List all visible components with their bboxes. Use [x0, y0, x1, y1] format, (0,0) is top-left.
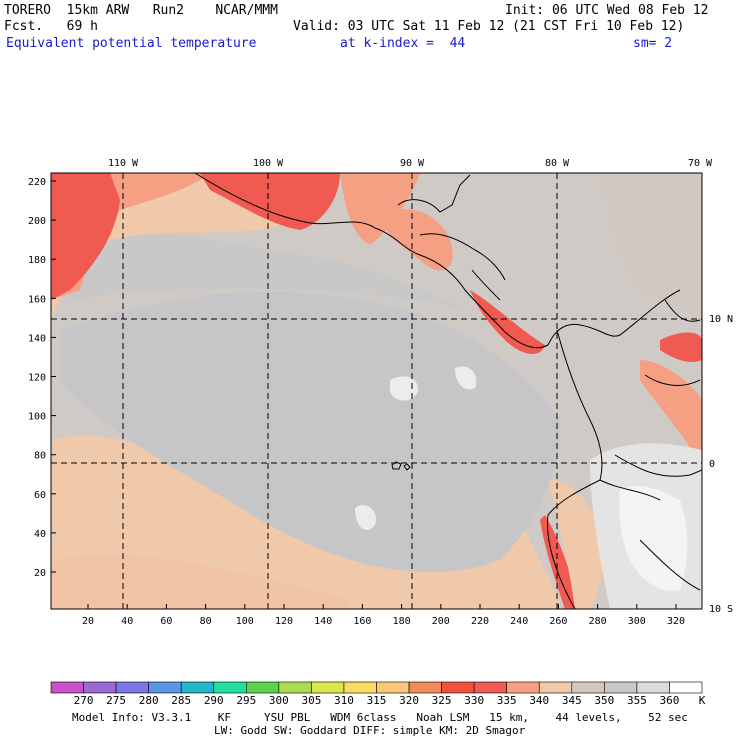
x-tick-label: 180: [393, 616, 411, 627]
colorbar-label: 305: [301, 694, 322, 707]
x-tick-label: 200: [432, 616, 450, 627]
x-tick-label: 20: [82, 616, 94, 627]
colorbar-label: 275: [106, 694, 127, 707]
colorbar-swatch: [246, 681, 280, 694]
colorbar-swatch: [408, 681, 442, 694]
colorbar-label: 295: [236, 694, 257, 707]
colorbar-label: 310: [334, 694, 354, 707]
init-time: Init: 06 UTC Wed 08 Feb 12: [505, 3, 709, 18]
y-tick-label: 60: [34, 490, 46, 501]
x-tick-label: 280: [589, 616, 607, 627]
colorbar-swatch: [148, 681, 182, 694]
colorbar-swatch: [180, 681, 215, 694]
colorbar-swatch: [604, 681, 638, 694]
colorbar-label: 285: [171, 694, 192, 707]
x-tick-label: 120: [275, 616, 293, 627]
y-tick-label: 180: [28, 255, 46, 266]
colorbar-swatch: [473, 681, 507, 694]
field-name: Equivalent potential temperature: [6, 36, 257, 51]
physics-info: LW: Godd SW: Goddard DIFF: simple KM: 2D…: [214, 724, 526, 737]
colorbar-swatch: [506, 681, 540, 694]
x-tick-label: 80: [200, 616, 212, 627]
colorbar-unit: K: [698, 694, 706, 707]
lat-label: 10 N: [709, 314, 733, 325]
y-tick-label: 80: [34, 451, 46, 462]
colorbar-swatch: [83, 681, 117, 694]
colorbar-swatch: [311, 681, 345, 694]
colorbar-label: 315: [366, 694, 387, 707]
x-tick-label: 100: [236, 616, 254, 627]
x-tick-label: 240: [510, 616, 528, 627]
y-tick-label: 140: [28, 333, 46, 344]
x-tick-label: 220: [471, 616, 489, 627]
graticule: [51, 173, 702, 609]
lat-label: 10 S: [709, 604, 733, 615]
y-tick-label: 160: [28, 294, 46, 305]
colorbar-label: 270: [73, 694, 94, 707]
colorbar-label: 320: [399, 694, 419, 707]
theta-e-field: [51, 173, 702, 609]
colorbar-label: 330: [464, 694, 485, 707]
plot-frame: [50, 172, 703, 610]
colorbar-swatch: [115, 681, 149, 694]
x-tick-label: 260: [549, 616, 567, 627]
y-tick-label: 220: [28, 177, 46, 188]
colorbar-label: 355: [626, 694, 647, 707]
valid-time: Valid: 03 UTC Sat 11 Feb 12 (21 CST Fri …: [293, 19, 685, 34]
x-tick-label: 40: [121, 616, 133, 627]
colorbar-swatch: [213, 681, 247, 694]
level-label: at k-index = 44: [340, 36, 466, 51]
x-tick-label: 60: [160, 616, 172, 627]
lon-label: 80 W: [545, 158, 570, 169]
x-tick-label: 140: [314, 616, 332, 627]
x-tick-label: 300: [628, 616, 646, 627]
y-tick-label: 100: [28, 412, 46, 423]
colorbar-label: 325: [431, 694, 452, 707]
coastlines: [194, 173, 702, 609]
model-title: TORERO 15km ARW Run2 NCAR/MMM: [4, 3, 278, 18]
colorbar-swatch: [50, 681, 84, 694]
colorbar-label: 360: [659, 694, 680, 707]
colorbar-label: 300: [268, 694, 289, 707]
lon-label: 70 W: [688, 158, 713, 169]
colorbar-label: 340: [529, 694, 550, 707]
forecast-hour: Fcst. 69 h: [4, 19, 98, 34]
smoothing-label: sm= 2: [633, 36, 673, 51]
colorbar-swatch: [343, 681, 377, 694]
colorbar-label: 335: [496, 694, 517, 707]
lon-label: 110 W: [108, 158, 139, 169]
colorbar-label: 350: [594, 694, 615, 707]
colorbar-swatch: [278, 681, 312, 694]
colorbar-label: 345: [561, 694, 582, 707]
x-tick-label: 320: [667, 616, 685, 627]
y-tick-label: 20: [34, 568, 46, 579]
colorbar-swatch: [376, 681, 410, 694]
y-tick-label: 120: [28, 373, 46, 384]
colorbar-label: 290: [203, 694, 224, 707]
colorbar-swatch: [636, 681, 670, 694]
model-info: Model Info: V3.3.1 KF YSU PBL WDM 6class…: [72, 711, 688, 724]
y-tick-label: 40: [34, 529, 46, 540]
y-tick-label: 200: [28, 216, 46, 227]
colorbar-swatch: [538, 681, 573, 694]
lon-label: 90 W: [400, 158, 425, 169]
lon-label: 100 W: [253, 158, 284, 169]
colorbar-label: 280: [138, 694, 159, 707]
colorbar-swatch: [441, 681, 475, 694]
colorbar: [50, 681, 703, 694]
lat-label: 0: [709, 459, 715, 470]
x-tick-label: 160: [353, 616, 371, 627]
colorbar-swatch: [571, 681, 605, 694]
colorbar-swatch: [669, 681, 703, 694]
